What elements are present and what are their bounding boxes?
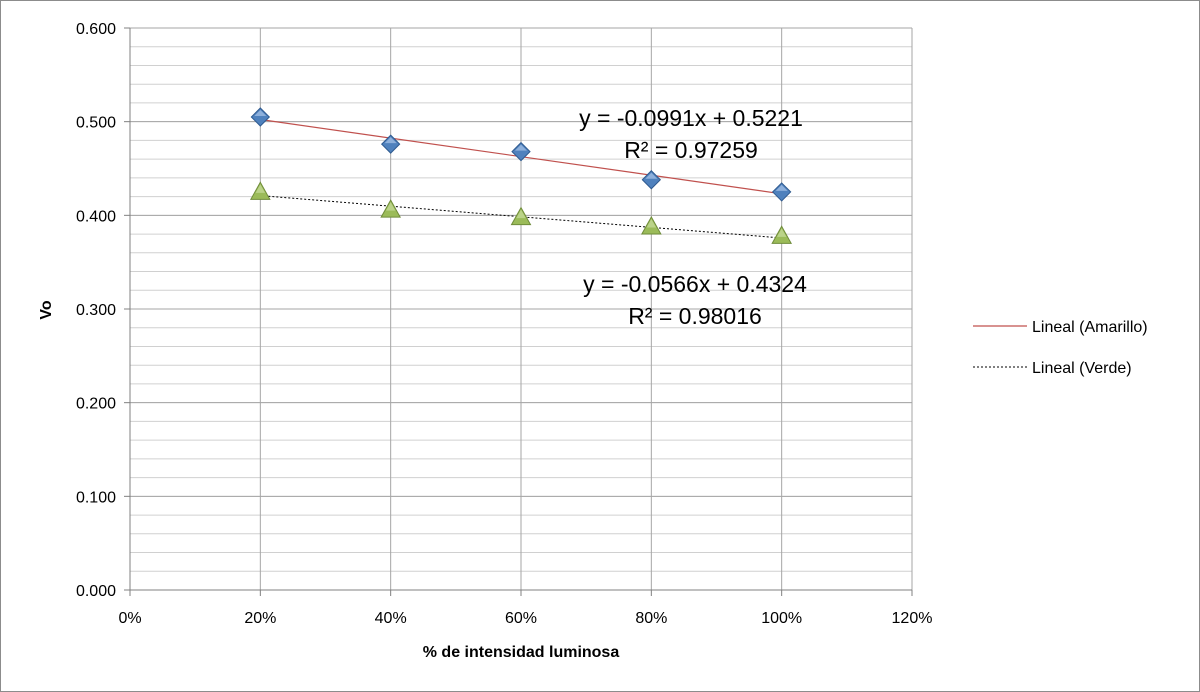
diamond-highlight: [384, 137, 397, 144]
data-markers: [249, 107, 793, 244]
x-tick-label: 40%: [375, 610, 407, 627]
legend: Lineal (Amarillo) Lineal (Verde): [973, 319, 1148, 377]
trendline-r2-verde: R² = 0.98016: [628, 303, 762, 329]
diamond-marker: [641, 170, 662, 190]
diamond-marker: [380, 134, 401, 154]
x-tick-labels: 0% 20% 40% 60% 80% 100% 120%: [118, 610, 932, 627]
x-tick-label: 100%: [761, 610, 802, 627]
triangle-highlight: [646, 219, 657, 228]
triangle-highlight: [516, 209, 526, 219]
x-tick-label: 60%: [505, 610, 537, 627]
axes: [124, 27, 913, 596]
trendline-equation-verde: y = -0.0566x + 0.4324: [583, 271, 807, 297]
y-axis-title: Vo: [38, 300, 55, 319]
x-tick-label: 0%: [118, 610, 141, 627]
triangle-marker: [771, 225, 793, 244]
diamond-highlight: [645, 172, 658, 179]
x-axis-title: % de intensidad luminosa: [423, 644, 620, 661]
diamond-marker: [771, 182, 792, 202]
y-tick-label: 0.300: [76, 302, 116, 319]
diamond-shape: [380, 134, 401, 154]
legend-label-amarillo: Lineal (Amarillo): [1032, 319, 1148, 336]
diamond-marker: [250, 107, 271, 127]
major-gridlines: [130, 27, 913, 590]
triangle-highlight: [255, 184, 266, 193]
triangle-marker: [380, 199, 402, 218]
x-tick-label: 20%: [244, 610, 276, 627]
y-tick-label: 0.000: [76, 583, 116, 600]
diamond-shape: [641, 170, 662, 190]
triangle-highlight: [776, 228, 787, 237]
y-tick-label: 0.100: [76, 489, 116, 506]
x-tick-label: 120%: [892, 610, 933, 627]
diamond-shape: [771, 182, 792, 202]
triangle-marker: [249, 181, 271, 200]
triangle-marker: [640, 215, 662, 235]
diamond-highlight: [254, 109, 267, 116]
triangle-highlight: [385, 202, 396, 211]
triangle-marker: [510, 206, 532, 226]
y-tick-label: 0.200: [76, 396, 116, 413]
trendline-equation-amarillo: y = -0.0991x + 0.5221: [579, 105, 803, 131]
y-tick-label: 0.500: [76, 115, 116, 132]
diamond-highlight: [775, 184, 788, 191]
trendline-r2-amarillo: R² = 0.97259: [624, 137, 758, 163]
diamond-shape: [250, 107, 271, 127]
y-tick-label: 0.400: [76, 208, 116, 225]
diamond-marker: [511, 141, 531, 162]
x-tick-label: 80%: [635, 610, 667, 627]
y-tick-labels: 0.000 0.100 0.200 0.300 0.400 0.500 0.600: [76, 21, 116, 600]
diamond-shape: [511, 141, 531, 162]
legend-label-verde: Lineal (Verde): [1032, 360, 1132, 377]
diamond-highlight: [515, 144, 527, 151]
y-tick-label: 0.600: [76, 21, 116, 38]
